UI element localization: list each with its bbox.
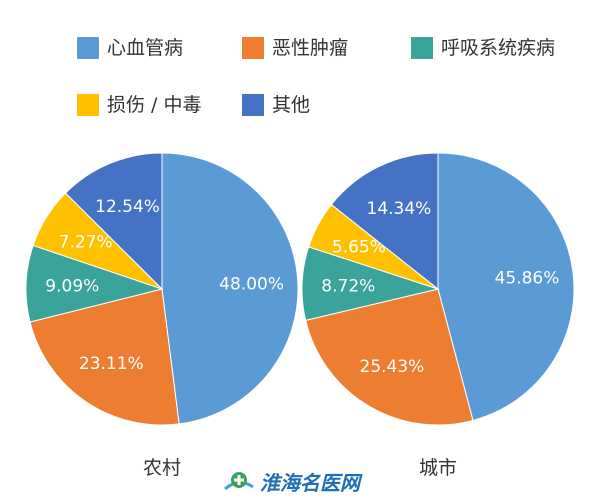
pie-slice-label-urban-other: 14.34% — [367, 199, 432, 219]
pie-slice-rural-cardiovascular — [161, 152, 299, 425]
legend-label-respiratory: 呼吸系统疾病 — [441, 37, 556, 59]
pie-slice-label-rural-cardiovascular: 48.00% — [219, 274, 284, 294]
legend-swatch-respiratory — [411, 37, 433, 59]
legend-label-injury-poisoning: 损伤 / 中毒 — [107, 94, 202, 116]
legend-label-other: 其他 — [272, 94, 311, 116]
legend-label-malignant-tumor: 恶性肿瘤 — [272, 37, 349, 59]
pie-slice-label-urban-malignant-tumor: 25.43% — [360, 357, 425, 377]
legend-swatch-cardiovascular — [77, 37, 99, 59]
chart-legend: 心血管病 恶性肿瘤 呼吸系统疾病 损伤 / 中毒 其他 — [0, 0, 600, 130]
pie-slice-urban-other — [330, 152, 439, 291]
legend-item-injury-poisoning: 损伤 / 中毒 — [77, 92, 201, 118]
legend-swatch-other — [242, 94, 264, 116]
pie-slice-label-rural-injury-poisoning: 7.27% — [59, 233, 113, 253]
pie-slice-rural-other — [64, 152, 163, 291]
watermark-logo: 淮海名医网 — [222, 463, 382, 499]
legend-swatch-injury-poisoning — [77, 94, 99, 116]
medical-cross-logo-icon — [224, 472, 254, 491]
pie-slice-rural-malignant-tumor — [29, 288, 180, 426]
pie-slice-label-urban-injury-poisoning: 5.65% — [332, 238, 386, 258]
legend-item-cardiovascular: 心血管病 — [77, 35, 183, 61]
legend-item-malignant-tumor: 恶性肿瘤 — [242, 35, 348, 61]
pie-slice-urban-cardiovascular — [437, 152, 575, 422]
pie-category-label-rural: 农村 — [142, 457, 182, 479]
pie-slice-label-urban-respiratory: 8.72% — [321, 276, 375, 296]
legend-item-respiratory: 呼吸系统疾病 — [411, 35, 555, 61]
pie-slice-label-rural-other: 12.54% — [95, 197, 160, 217]
pie-slice-label-urban-cardiovascular: 45.86% — [495, 268, 560, 288]
legend-item-other: 其他 — [242, 92, 310, 118]
legend-swatch-malignant-tumor — [242, 37, 264, 59]
pie-slice-label-rural-respiratory: 9.09% — [45, 276, 99, 296]
pie-category-label-urban: 城市 — [418, 457, 458, 479]
pie-slice-urban-malignant-tumor — [305, 288, 474, 426]
watermark-text: 淮海名医网 — [260, 470, 360, 495]
legend-label-cardiovascular: 心血管病 — [107, 37, 184, 59]
pie-slice-label-rural-malignant-tumor: 23.11% — [79, 354, 144, 374]
